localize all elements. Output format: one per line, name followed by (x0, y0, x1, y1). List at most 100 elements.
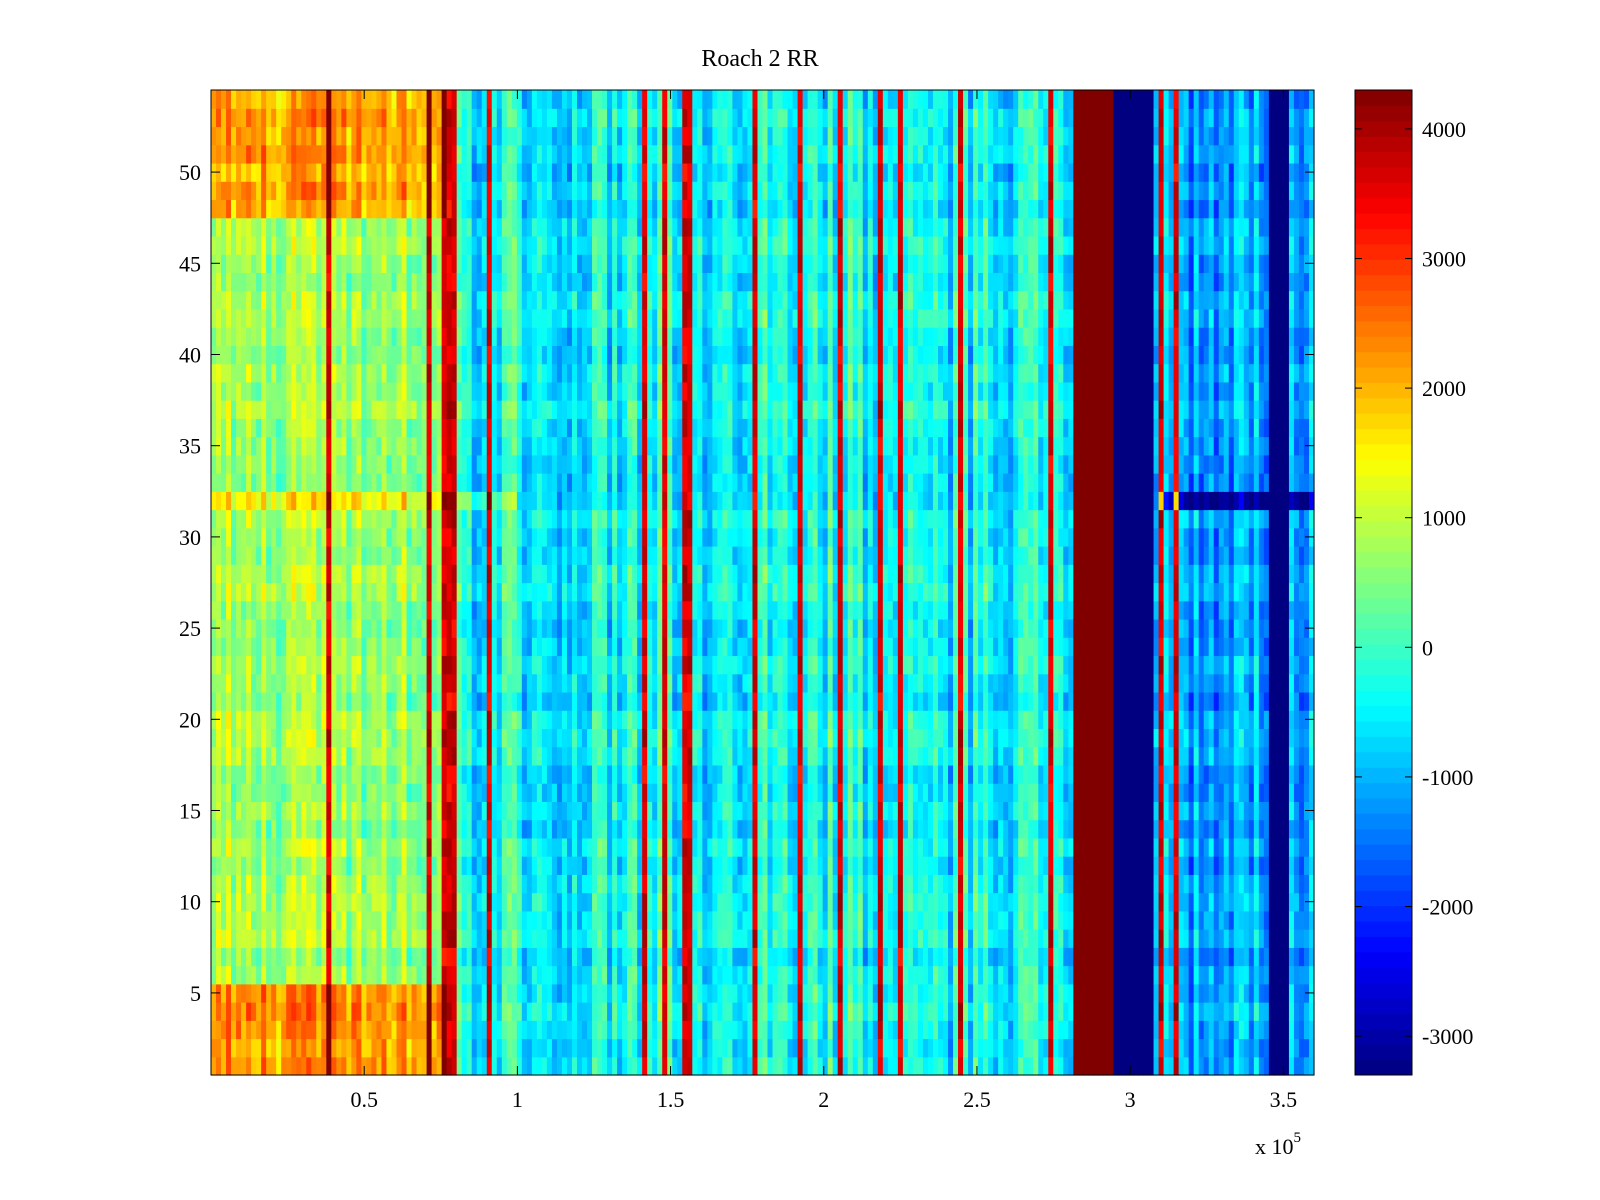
heatmap-cell (592, 290, 598, 310)
heatmap-cell (371, 710, 378, 730)
heatmap-cell (622, 1002, 628, 1021)
heatmap-cell (416, 162, 423, 182)
heatmap-cell (291, 308, 297, 328)
heatmap-cell (612, 618, 618, 638)
heatmap-cell (637, 90, 643, 109)
heatmap-cell (466, 418, 473, 438)
heatmap-cell (481, 436, 488, 456)
heatmap-cell (301, 436, 307, 456)
heatmap-cell (521, 691, 528, 711)
heatmap-cell (271, 819, 277, 839)
heatmap-cell (637, 491, 643, 511)
heatmap-cell (441, 473, 448, 492)
heatmap-cell (446, 1056, 453, 1076)
heatmap-cell (451, 126, 458, 146)
heatmap-cell (381, 655, 388, 675)
heatmap-cell (236, 454, 242, 474)
heatmap-cell (256, 929, 262, 948)
heatmap-cell (647, 108, 653, 128)
heatmap-cell (386, 910, 393, 930)
heatmap-cell (246, 1002, 252, 1021)
heatmap-cell (406, 618, 413, 638)
heatmap-cell (421, 947, 428, 967)
heatmap-cell (301, 162, 307, 182)
heatmap-cell (556, 1038, 563, 1058)
heatmap-cell (667, 582, 673, 602)
heatmap-cell (351, 600, 357, 620)
heatmap-cell (461, 235, 468, 255)
heatmap-cell (637, 764, 643, 784)
heatmap-cell (281, 345, 287, 365)
heatmap-cell (521, 308, 528, 328)
heatmap-cell (391, 290, 398, 310)
heatmap-cell (436, 546, 443, 565)
heatmap-cell (346, 728, 352, 748)
heatmap-cell (431, 947, 438, 967)
heatmap-cell (521, 892, 528, 912)
heatmap-cell (271, 199, 277, 219)
heatmap-cell (647, 418, 653, 438)
heatmap-cell (642, 546, 648, 565)
heatmap-cell (602, 254, 608, 274)
heatmap-cell (421, 1002, 428, 1021)
heatmap-cell (541, 144, 548, 164)
heatmap-cell (321, 783, 327, 802)
heatmap-cell (436, 254, 443, 274)
heatmap-cell (411, 691, 418, 711)
heatmap-cell (546, 546, 553, 565)
heatmap-cell (496, 108, 503, 128)
heatmap-cell (617, 910, 623, 930)
heatmap-cell (306, 162, 312, 182)
heatmap-cell (582, 181, 588, 201)
heatmap-cell (411, 363, 418, 383)
heatmap-cell (571, 527, 578, 547)
heatmap-cell (381, 746, 388, 766)
heatmap-cell (647, 235, 653, 255)
heatmap-cell (602, 929, 608, 948)
heatmap-cell (607, 1020, 613, 1040)
heatmap-cell (471, 837, 478, 857)
heatmap-cell (286, 892, 292, 912)
heatmap-cell (241, 764, 247, 784)
heatmap-cell (566, 363, 573, 383)
heatmap-cell (571, 308, 578, 328)
heatmap-cell (582, 199, 588, 219)
heatmap-cell (391, 345, 398, 365)
heatmap-cell (426, 546, 433, 565)
heatmap-cell (396, 108, 403, 128)
heatmap-cell (531, 582, 538, 602)
heatmap-cell (256, 381, 262, 401)
heatmap-cell (516, 546, 523, 565)
heatmap-cell (301, 217, 307, 237)
heatmap-cell (622, 564, 628, 584)
heatmap-cell (231, 381, 237, 401)
heatmap-cell (652, 764, 658, 784)
heatmap-cell (566, 983, 573, 1003)
heatmap-cell (516, 764, 523, 784)
heatmap-cell (556, 983, 563, 1003)
heatmap-cell (306, 345, 312, 365)
heatmap-cell (396, 637, 403, 657)
heatmap-cell (351, 1002, 357, 1021)
heatmap-cell (256, 728, 262, 748)
heatmap-cell (291, 235, 297, 255)
heatmap-cell (341, 546, 347, 565)
heatmap-cell (541, 473, 548, 492)
heatmap-cell (331, 801, 337, 821)
heatmap-cell (566, 801, 573, 821)
heatmap-cell (281, 254, 287, 274)
heatmap-cell (421, 381, 428, 401)
heatmap-cell (306, 381, 312, 401)
heatmap-cell (331, 345, 337, 365)
heatmap-cell (241, 965, 247, 985)
heatmap-cell (321, 381, 327, 401)
heatmap-cell (241, 90, 247, 109)
heatmap-cell (351, 308, 357, 328)
heatmap-cell (371, 837, 378, 857)
heatmap-cell (366, 691, 373, 711)
heatmap-cell (406, 965, 413, 985)
heatmap-cell (617, 764, 623, 784)
heatmap-cell (582, 546, 588, 565)
heatmap-cell (376, 947, 383, 967)
heatmap-cell (491, 473, 498, 492)
